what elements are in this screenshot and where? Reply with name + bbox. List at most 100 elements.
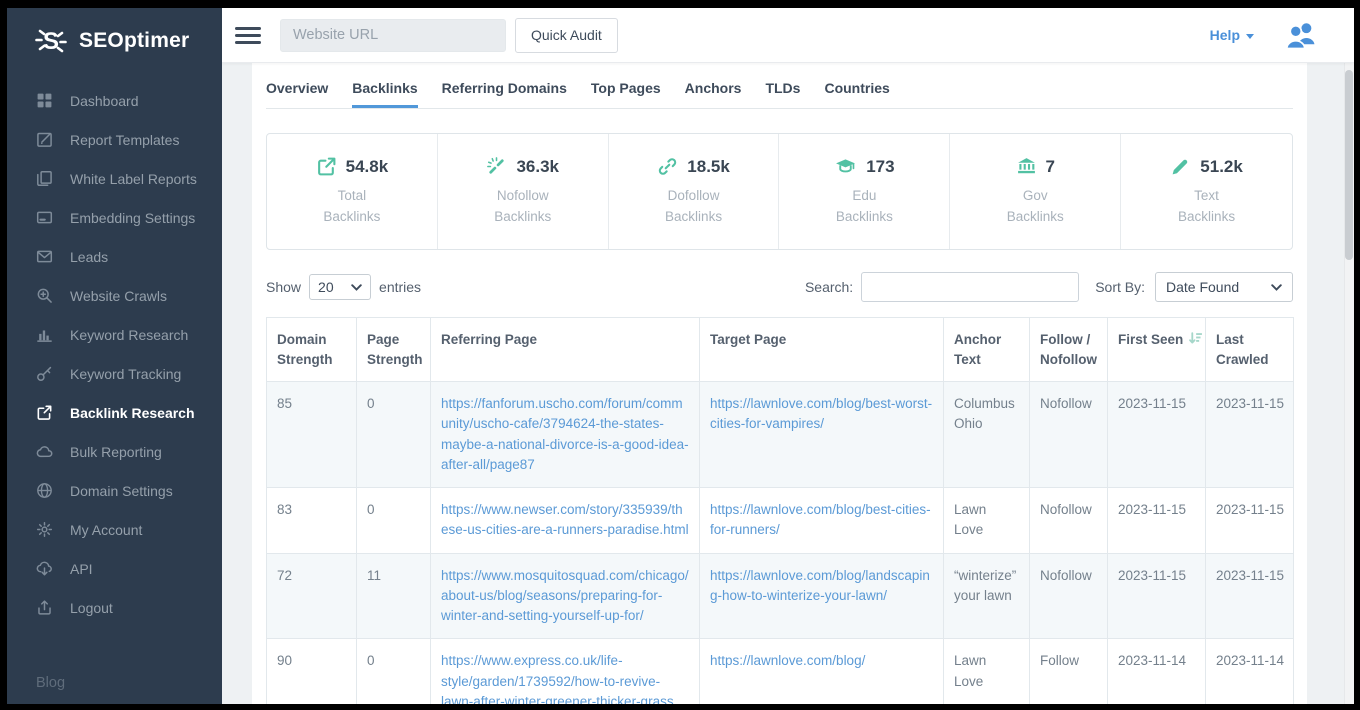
entries-select[interactable]: 20 (309, 274, 372, 300)
cell-first-seen: 2023-11-15 (1107, 381, 1206, 489)
sidebar-item-blog[interactable]: Blog (36, 675, 66, 691)
logout-icon (38, 600, 51, 615)
cell-follow: Follow (1029, 638, 1108, 704)
sidebar-item-logout[interactable]: Logout (7, 588, 222, 627)
stat-value: 18.5k (687, 156, 730, 176)
sidebar-item-domain-settings[interactable]: Domain Settings (7, 471, 222, 510)
cell-page-strength: 11 (356, 552, 431, 640)
referring-page-link[interactable]: https://www.express.co.uk/life-style/gar… (441, 653, 674, 704)
content-panel: Overview Backlinks Referring Domains Top… (252, 63, 1307, 704)
cell-referring-page: https://www.express.co.uk/life-style/gar… (430, 638, 700, 704)
stat-label-line1: Edu (852, 188, 877, 204)
col-header-page-strength[interactable]: Page Strength (356, 316, 431, 383)
sidebar-item-bulk-reporting[interactable]: Bulk Reporting (7, 432, 222, 471)
target-page-link[interactable]: https://lawnlove.com/blog/best-cities-fo… (710, 502, 931, 538)
sidebar-item-embedding-settings[interactable]: Embedding Settings (7, 198, 222, 237)
referring-page-link[interactable]: https://www.mosquitosquad.com/chicago/ab… (441, 567, 689, 624)
sidebar-item-keyword-research[interactable]: Keyword Research (7, 315, 222, 354)
stat-label-line1: Text (1194, 188, 1219, 204)
sidebar-item-website-crawls[interactable]: Website Crawls (7, 276, 222, 315)
help-label: Help (1209, 27, 1240, 43)
cell-target-page: https://lawnlove.com/blog/best-cities-fo… (699, 487, 944, 554)
envelope-icon (36, 250, 53, 263)
tab-bar: Overview Backlinks Referring Domains Top… (266, 63, 1293, 109)
sort-by-select[interactable]: Date Found (1155, 272, 1293, 302)
sidebar-item-api[interactable]: API (7, 549, 222, 588)
external-link-icon (317, 157, 336, 176)
col-header-target-page[interactable]: Target Page (699, 316, 944, 383)
bar-chart-icon (37, 330, 52, 342)
cloud-icon (36, 446, 53, 458)
cell-target-page: https://lawnlove.com/blog/best-worst-cit… (699, 381, 944, 489)
col-header-last-crawled[interactable]: Last Crawled (1205, 316, 1294, 383)
tab-backlinks[interactable]: Backlinks (352, 80, 418, 108)
target-page-link[interactable]: https://lawnlove.com/blog/best-worst-cit… (710, 396, 933, 432)
avatar[interactable] (1284, 19, 1318, 51)
cell-anchor-text: Lawn Love (943, 638, 1030, 704)
stat-label-line1: Nofollow (496, 188, 549, 204)
quick-audit-button[interactable]: Quick Audit (515, 17, 618, 53)
tab-countries[interactable]: Countries (824, 80, 890, 96)
sidebar-item-label: Embedding Settings (70, 209, 196, 226)
logo[interactable]: S SEOptimer (7, 8, 222, 67)
search-input[interactable] (861, 272, 1080, 302)
stat-label-line1: Dofollow (667, 188, 720, 204)
sidebar-item-report-templates[interactable]: Report Templates (7, 120, 222, 159)
cell-first-seen: 2023-11-15 (1107, 487, 1206, 554)
sidebar-item-label: API (70, 560, 93, 577)
sidebar-item-backlink-research[interactable]: Backlink Research (7, 393, 222, 432)
sidebar-item-label: My Account (70, 521, 143, 538)
cell-last-crawled: 2023-11-15 (1205, 381, 1294, 489)
stat-value: 36.3k (516, 156, 560, 176)
sidebar-item-dashboard[interactable]: Dashboard (7, 81, 222, 120)
cell-domain-strength: 83 (266, 487, 357, 554)
table-row: 85 0 https://fanforum.uscho.com/forum/co… (266, 381, 1294, 489)
tab-top-pages[interactable]: Top Pages (590, 80, 661, 96)
col-header-domain-strength[interactable]: Domain Strength (266, 316, 357, 383)
sidebar-item-keyword-tracking[interactable]: Keyword Tracking (7, 354, 222, 393)
col-header-referring-page[interactable]: Referring Page (430, 316, 700, 383)
external-link-icon (37, 405, 52, 420)
referring-page-link[interactable]: https://www.newser.com/story/335939/thes… (441, 502, 689, 538)
cell-first-seen: 2023-11-14 (1107, 638, 1206, 704)
stat-label-line2: Backlinks (1006, 208, 1064, 224)
stat-label-line2: Backlinks (835, 208, 893, 224)
scrollbar-thumb[interactable] (1345, 70, 1353, 260)
col-header-follow-nofollow[interactable]: Follow / Nofollow (1029, 316, 1108, 383)
sidebar-item-white-label-reports[interactable]: White Label Reports (7, 159, 222, 198)
tab-tlds[interactable]: TLDs (765, 80, 801, 96)
target-page-link[interactable]: https://lawnlove.com/blog/landscaping-ho… (710, 567, 930, 603)
sidebar-nav: Dashboard Report Templates White Label R… (7, 81, 222, 627)
website-url-input[interactable] (280, 18, 506, 52)
first-seen-label: First Seen (1118, 332, 1184, 347)
report-templates-icon (37, 132, 52, 147)
stat-label-line2: Backlinks (1178, 208, 1236, 224)
stat-value: 54.8k (345, 156, 389, 176)
col-header-anchor-text[interactable]: Anchor Text (943, 316, 1030, 383)
cell-domain-strength: 85 (266, 381, 357, 489)
stat-label-line1: Total (337, 188, 367, 204)
pencil-icon (1172, 160, 1188, 175)
sidebar-item-label: Dashboard (70, 92, 139, 109)
gear-icon (36, 521, 53, 538)
help-menu[interactable]: Help (1210, 27, 1254, 43)
scrollbar[interactable] (1344, 8, 1354, 704)
show-label: Show (266, 279, 302, 295)
col-header-first-seen[interactable]: First Seen (1107, 316, 1206, 383)
tab-anchors[interactable]: Anchors (684, 80, 742, 96)
target-page-link[interactable]: https://lawnlove.com/blog/ (710, 653, 866, 669)
globe-icon (37, 483, 52, 498)
tab-referring-domains[interactable]: Referring Domains (441, 80, 567, 96)
sidebar-item-label: Logout (70, 599, 113, 616)
tab-overview[interactable]: Overview (266, 80, 329, 96)
sidebar-item-leads[interactable]: Leads (7, 237, 222, 276)
sidebar-item-label: Website Crawls (70, 287, 167, 304)
hamburger-menu-icon[interactable] (235, 23, 261, 48)
table-row: 83 0 https://www.newser.com/story/335939… (266, 487, 1294, 554)
cell-last-crawled: 2023-11-15 (1205, 552, 1294, 640)
referring-page-link[interactable]: https://fanforum.uscho.com/forum/communi… (441, 396, 689, 472)
cell-page-strength: 0 (356, 487, 431, 554)
sort-amount-down-icon (1189, 332, 1203, 344)
sidebar-item-my-account[interactable]: My Account (7, 510, 222, 549)
bank-icon (1017, 158, 1035, 174)
